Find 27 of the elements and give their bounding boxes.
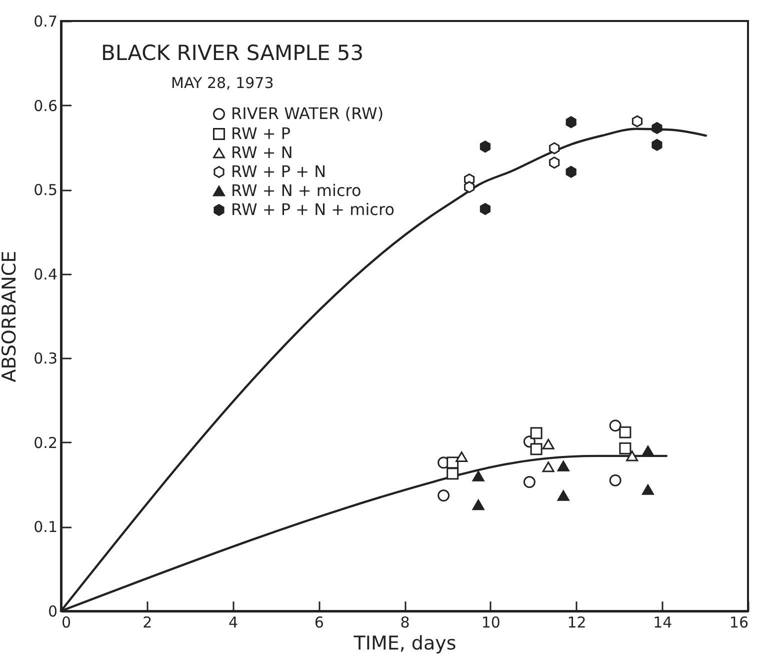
x-tick-label: 0 (62, 614, 72, 632)
x-tick-label: 10 (481, 614, 500, 632)
legend-label: RW + P + N + micro (231, 200, 394, 219)
x-tick-label: 14 (653, 614, 672, 632)
y-tick-label: 0.6 (34, 96, 58, 115)
legend-label: RIVER WATER (RW) (231, 104, 384, 123)
legend-label: RW + N (231, 143, 293, 162)
y-tick-label: 0.2 (34, 434, 58, 452)
y-tick-label: 0 (48, 602, 58, 620)
y-axis-title: ABSORBANCE (0, 250, 21, 382)
y-tick-label: 0.5 (34, 181, 58, 200)
y-tick-label: 0.3 (34, 350, 58, 368)
x-tick-label: 16 (729, 614, 748, 632)
x-tick-label: 12 (567, 614, 586, 632)
legend-label: RW + P + N (231, 162, 326, 181)
legend-label: RW + N + micro (231, 181, 362, 200)
y-tick-label: 0.4 (34, 265, 58, 284)
y-tick-label: 0.1 (34, 518, 58, 536)
y-tick-label: 0.7 (34, 12, 58, 30)
text: MAY 28, 1973 (171, 74, 274, 92)
x-tick-label: 6 (314, 614, 324, 632)
x-tick-label: 2 (142, 614, 152, 632)
x-tick-label: 4 (228, 614, 238, 632)
x-tick-label: 8 (400, 614, 410, 632)
text: BLACK RIVER SAMPLE 53 (101, 41, 364, 65)
legend-label: RW + P (231, 124, 291, 143)
x-axis-title: TIME, days (352, 632, 456, 654)
